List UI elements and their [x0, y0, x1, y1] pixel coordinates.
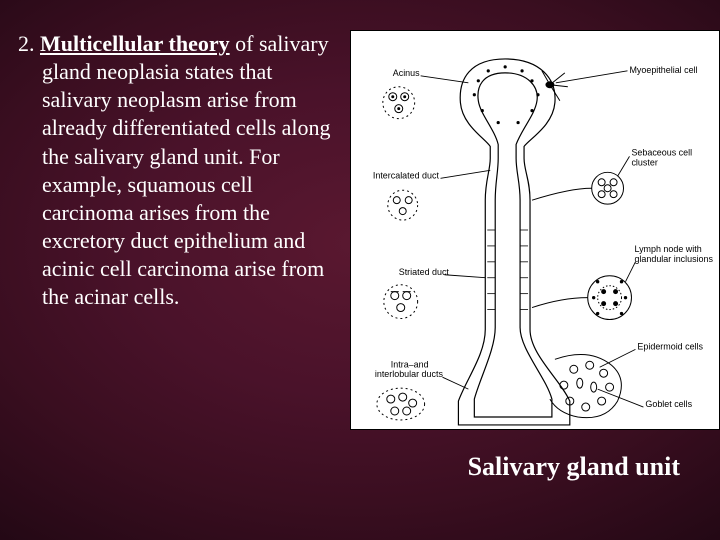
- label-acinus: Acinus: [393, 68, 420, 78]
- diagram-figure: Acinus Myoepithelial cell Intercalated d…: [350, 30, 720, 430]
- text-column: 2. Multicellular theory of salivary glan…: [18, 30, 336, 312]
- label-lymph: Lymph node with glandular inclusions: [634, 244, 713, 264]
- acinus-cell-dots: [473, 65, 540, 124]
- body-paragraph: 2. Multicellular theory of salivary glan…: [18, 30, 336, 312]
- heading-underlined: Multicellular theory: [40, 31, 230, 56]
- heading-rest: of salivary gland neoplasia states that …: [42, 31, 331, 309]
- interlobular-cluster: [377, 388, 425, 420]
- label-striated: Striated duct: [399, 267, 450, 277]
- figure-column: Acinus Myoepithelial cell Intercalated d…: [350, 30, 720, 482]
- slide-content: 2. Multicellular theory of salivary glan…: [18, 30, 702, 482]
- sebaceous-cluster: [532, 172, 624, 204]
- label-goblet: Goblet cells: [645, 399, 692, 409]
- list-number: 2.: [18, 31, 40, 56]
- central-duct: [458, 59, 569, 425]
- lymph-node-cluster: [532, 276, 631, 320]
- intercalated-cluster: [388, 190, 418, 220]
- label-intra-inter: Intra–and interlobular ducts: [375, 359, 444, 379]
- label-intercalated: Intercalated duct: [373, 170, 440, 180]
- label-sebaceous: Sebaceous cell cluster: [631, 147, 694, 167]
- diagram-labels: Acinus Myoepithelial cell Intercalated d…: [373, 65, 714, 409]
- slide: 2. Multicellular theory of salivary glan…: [0, 0, 720, 540]
- figure-caption: Salivary gland unit: [350, 452, 720, 482]
- label-myoepithelial: Myoepithelial cell: [629, 65, 697, 75]
- striated-cluster: [384, 285, 418, 319]
- leader-lines: [421, 71, 644, 407]
- salivary-diagram-svg: Acinus Myoepithelial cell Intercalated d…: [351, 31, 719, 429]
- label-epidermoid: Epidermoid cells: [637, 341, 703, 351]
- striated-lines: [487, 230, 528, 310]
- acinus-cluster: [383, 87, 415, 119]
